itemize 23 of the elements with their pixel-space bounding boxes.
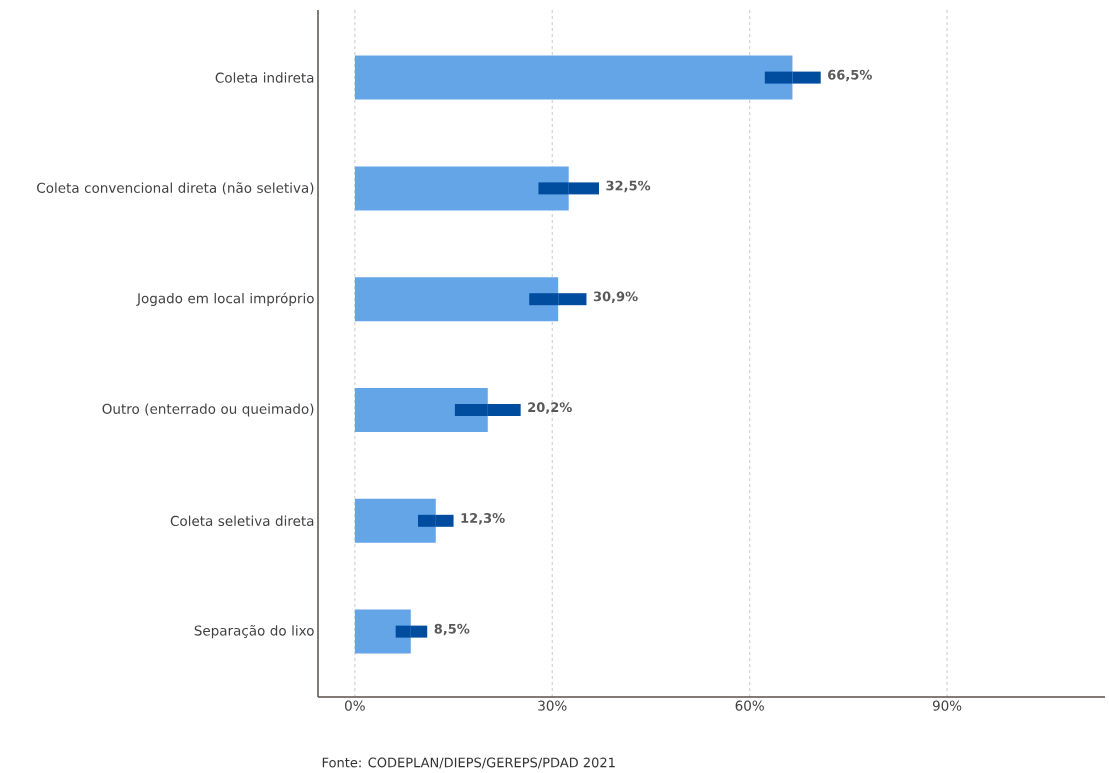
bar [354,388,488,433]
bar [354,609,411,654]
data-label: 20,2% [528,402,572,414]
data-label: 30,9% [593,291,638,303]
data-label: 8,5% [434,623,470,636]
bar [354,166,569,211]
y-tick-label: Coleta convencional direta (não seletiva) [37,182,314,195]
x-tick-label: 90% [932,700,962,711]
source-note: Fonte: CODEPLAN/DIEPS/GEREPS/PDAD 2021 [322,757,615,769]
bar [354,498,436,543]
x-tick-label: 30% [538,700,567,711]
y-tick-label: Coleta indireta [215,72,314,83]
y-tick-label: Separação do lixo [194,624,314,639]
data-label: 32,5% [606,180,651,193]
bar [354,277,559,322]
y-tick-label: Coleta seletiva direta [170,515,314,527]
y-tick-label: Jogado em local impróprio [136,292,314,306]
x-tick-label: 60% [735,700,764,711]
y-tick-label: Outro (enterrado ou queimado) [102,403,314,417]
bar [354,55,793,100]
data-label: 66,5% [828,69,872,82]
x-tick-label: 0% [345,700,365,711]
data-label: 12,3% [461,513,505,525]
